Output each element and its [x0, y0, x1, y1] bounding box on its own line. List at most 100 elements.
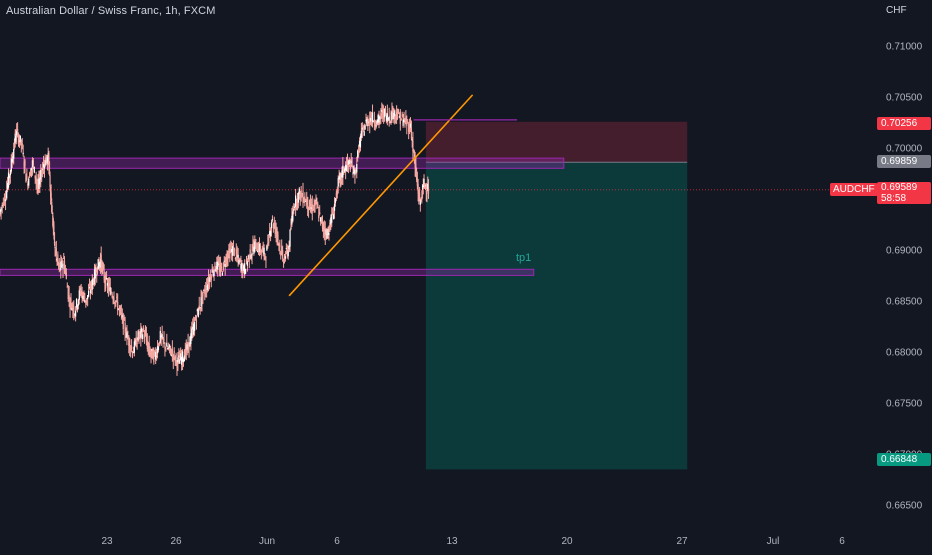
- candle-body: [100, 254, 102, 266]
- candle: [86, 297, 88, 306]
- candle-body: [282, 249, 284, 259]
- candle: [311, 195, 313, 221]
- candle-body: [200, 297, 202, 307]
- candle-body: [407, 121, 409, 123]
- candle: [72, 301, 74, 318]
- candle: [267, 234, 269, 249]
- candle: [268, 233, 270, 247]
- candle: [97, 258, 99, 270]
- candle: [142, 328, 144, 343]
- candle: [7, 168, 10, 190]
- tp1-label[interactable]: tp1: [516, 252, 532, 264]
- candle-body: [28, 178, 30, 186]
- candle-body: [50, 192, 52, 200]
- candle-body: [138, 336, 140, 338]
- candle: [74, 313, 76, 319]
- candle-body: [305, 200, 307, 202]
- candle: [11, 152, 13, 168]
- candle: [344, 166, 346, 174]
- candle-body: [370, 119, 373, 121]
- candle: [18, 134, 21, 148]
- candle: [51, 205, 53, 215]
- candle-body: [338, 176, 340, 180]
- candle-body: [322, 222, 325, 231]
- candle-body: [167, 347, 169, 349]
- candle-body: [247, 255, 249, 259]
- candle-body: [21, 143, 23, 146]
- candle-body: [398, 116, 400, 118]
- candle: [391, 102, 393, 123]
- candle-body: [320, 217, 322, 222]
- candle-body: [302, 190, 304, 203]
- candle: [123, 314, 125, 322]
- candle-body: [129, 339, 131, 351]
- candle-body: [178, 355, 180, 357]
- candle-body: [314, 201, 316, 206]
- zone-1: [0, 157, 565, 169]
- candle-body: [17, 129, 19, 132]
- candle-body: [78, 290, 80, 300]
- candle: [416, 167, 418, 183]
- candle-body: [397, 109, 400, 113]
- candle-body: [332, 213, 334, 215]
- candle: [70, 293, 72, 310]
- x-tick-label: Jul: [767, 536, 780, 547]
- candle: [424, 183, 426, 190]
- candle-body: [371, 112, 374, 123]
- candle: [257, 242, 259, 253]
- candle: [329, 219, 331, 233]
- candle: [257, 241, 260, 255]
- x-tick-label: Jun: [259, 536, 275, 547]
- candle: [211, 264, 213, 274]
- candle: [242, 263, 244, 279]
- candle: [197, 307, 199, 318]
- candle: [266, 244, 268, 251]
- candle: [264, 253, 266, 261]
- candle: [426, 183, 428, 203]
- candle: [375, 120, 377, 129]
- candle-body: [255, 239, 257, 242]
- candle-body: [194, 322, 196, 331]
- candle: [356, 156, 358, 179]
- candle: [192, 318, 194, 339]
- candle: [379, 115, 381, 125]
- candle: [148, 335, 150, 357]
- candle-body: [0, 207, 2, 212]
- candle: [193, 316, 195, 337]
- candle: [382, 104, 384, 122]
- candle: [332, 207, 334, 216]
- candle: [89, 281, 92, 300]
- candle: [314, 200, 316, 213]
- candle-body: [125, 334, 127, 337]
- candle-body: [195, 320, 198, 323]
- candle: [42, 155, 45, 175]
- candle: [253, 239, 255, 256]
- candle-body: [90, 283, 92, 287]
- candle-body: [270, 222, 273, 229]
- candle-body: [275, 230, 277, 234]
- candle: [269, 223, 271, 239]
- candle: [28, 176, 30, 189]
- candle: [129, 337, 131, 357]
- candle: [376, 119, 378, 126]
- candle: [224, 256, 226, 276]
- candle: [176, 359, 178, 376]
- candle-body: [373, 119, 375, 124]
- candle: [414, 151, 416, 177]
- candle-body: [107, 284, 110, 290]
- candle-body: [263, 247, 265, 255]
- candle-body: [101, 260, 103, 273]
- candle-body: [54, 247, 56, 249]
- candle: [340, 173, 342, 187]
- candle-body: [343, 167, 345, 172]
- zone-2: [0, 268, 535, 276]
- candle: [57, 261, 60, 270]
- candle: [361, 122, 363, 139]
- candle-body: [132, 352, 135, 354]
- candle: [274, 219, 276, 239]
- candle-body: [325, 229, 327, 235]
- last-price-tag: 0.69589 58:58: [877, 182, 931, 204]
- candle-body: [118, 306, 121, 310]
